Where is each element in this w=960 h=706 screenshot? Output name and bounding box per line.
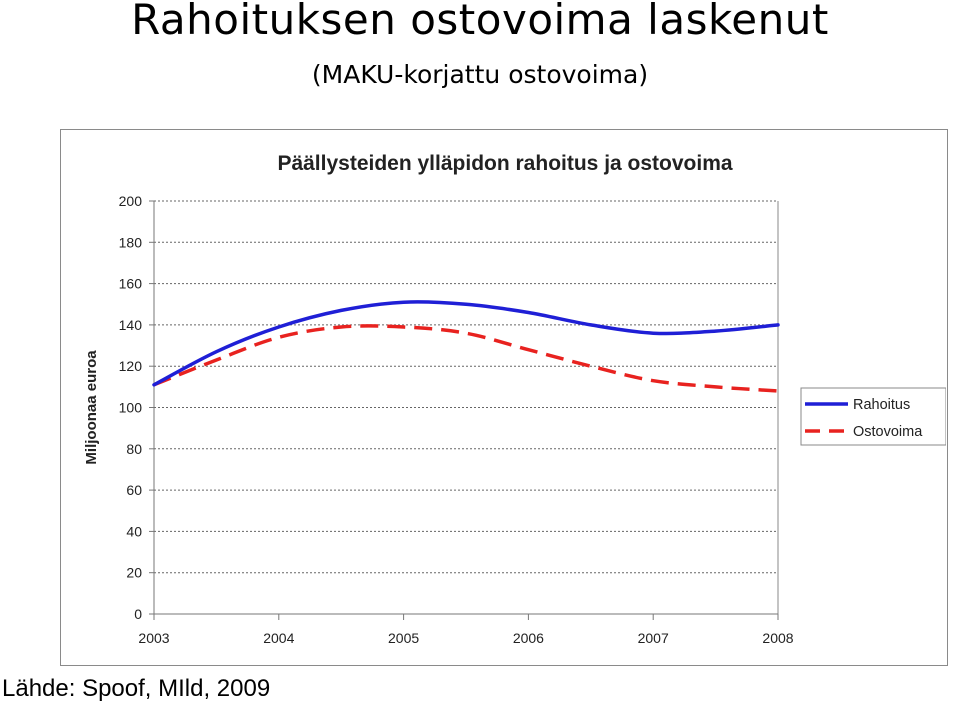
x-tick-label: 2003	[138, 630, 169, 646]
x-tick-label: 2006	[513, 630, 544, 646]
chart-frame: Päällysteiden ylläpidon rahoitus ja osto…	[60, 129, 948, 666]
x-tick-label: 2004	[263, 630, 294, 646]
y-tick-label: 0	[134, 606, 142, 622]
legend-label-ostovoima: Ostovoima	[853, 424, 923, 440]
grid-layer	[154, 200, 778, 574]
y-tick-label: 20	[126, 565, 142, 581]
y-tick-label: 120	[119, 358, 143, 374]
axis-layer: 0 20 40 60 80 100 120 140 160 180 200 2003 2004 2005 2…	[119, 193, 794, 646]
chart-legend: Rahoitus Ostovoima	[800, 387, 946, 446]
y-tick-label: 80	[126, 441, 142, 457]
legend-label-rahoitus: Rahoitus	[853, 397, 910, 413]
x-tick-label: 2008	[762, 630, 793, 646]
line-chart: Päällysteiden ylläpidon rahoitus ja osto…	[83, 152, 946, 646]
series-line-ostovoima	[153, 324, 779, 393]
series-layer	[152, 300, 780, 393]
y-tick-label: 180	[119, 234, 143, 250]
y-tick-label: 60	[126, 482, 142, 498]
legend-box	[800, 387, 946, 446]
y-tick-label: 140	[119, 317, 143, 333]
y-tick-label: 160	[119, 276, 143, 292]
slide-title: Rahoituksen ostovoima laskenut	[131, 0, 829, 44]
chart-title: Päällysteiden ylläpidon rahoitus ja osto…	[277, 152, 732, 175]
y-tick-label: 40	[126, 523, 142, 539]
slide-subtitle: (MAKU-korjattu ostovoima)	[311, 60, 649, 89]
x-tick-label: 2007	[638, 630, 669, 646]
y-tick-label: 200	[119, 193, 143, 209]
x-tick-label: 2005	[388, 630, 419, 646]
y-axis-label: Miljoonaa euroa	[83, 350, 100, 465]
source-note: Lähde: Spoof, MIld, 2009	[2, 675, 271, 702]
y-tick-label: 100	[119, 400, 143, 416]
series-line-rahoitus	[152, 300, 780, 387]
